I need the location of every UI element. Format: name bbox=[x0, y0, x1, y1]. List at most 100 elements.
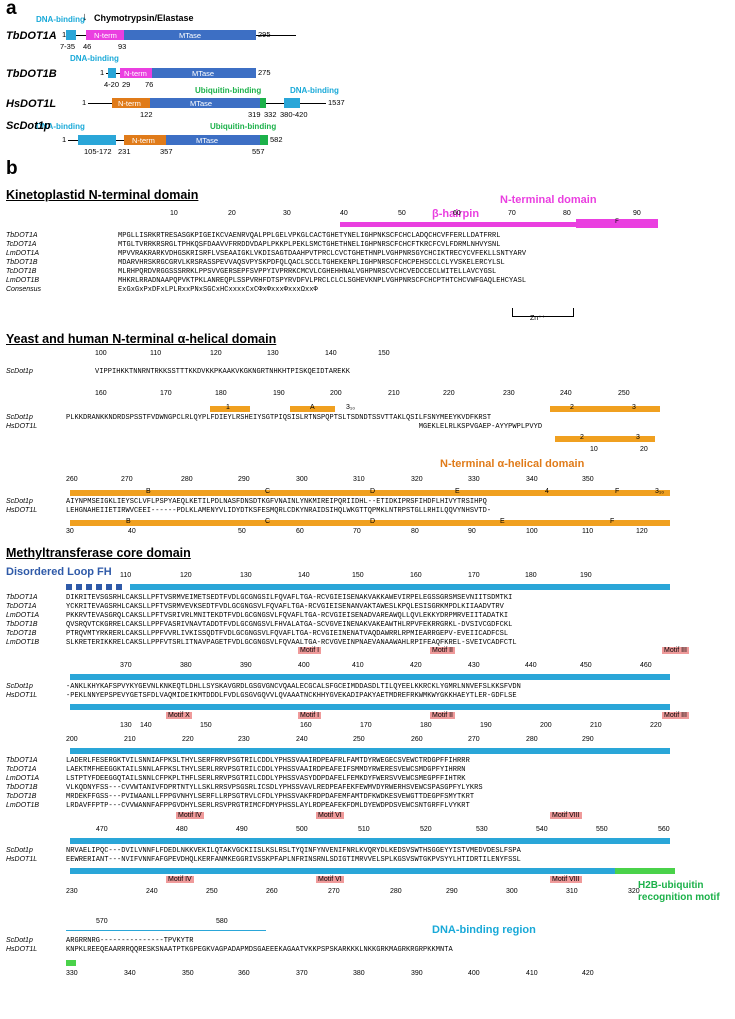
sect3-helix-row1 bbox=[130, 584, 670, 590]
scdot1p-name: ScDot1p bbox=[6, 120, 51, 132]
tbdot1a-name: TbDOT1A bbox=[6, 30, 57, 42]
hsdot1l-end: 1537 bbox=[328, 98, 345, 107]
hs-helix3-e: E bbox=[500, 518, 505, 525]
scdot1p-end: 582 bbox=[270, 135, 283, 144]
tbdot1b-n3: 76 bbox=[145, 80, 154, 89]
sect3-seq2a: -ANKLKHYKAFSPVYKYGEVNLKNKEQTLDHLLSYSKAVG… bbox=[66, 683, 521, 691]
motif-vi-2: Motif VI bbox=[316, 876, 344, 883]
tbdot1b-dna-label: DNA-binding bbox=[70, 54, 119, 63]
seq-name: TbDOT1B bbox=[6, 784, 38, 791]
hs-helix-label-2: 2 bbox=[580, 434, 584, 441]
tbdot1b-n2: 29 bbox=[122, 80, 131, 89]
helix3-310: 3₁₀ bbox=[655, 488, 665, 495]
helix3-4: 4 bbox=[545, 488, 549, 495]
seq-name: TcDOT1B bbox=[6, 793, 37, 800]
motif-iv-1: Motif IV bbox=[176, 812, 204, 819]
hs-helix-2-3 bbox=[555, 436, 655, 442]
hsdot1l-n1: 122 bbox=[140, 110, 153, 119]
tbdot1a-n1: 7-35 bbox=[60, 42, 76, 51]
hs-helix3-c: C bbox=[265, 518, 271, 525]
scdot1p-ub-label: Ubiquitin-binding bbox=[210, 122, 277, 131]
motif-i-2: Motif I bbox=[298, 712, 322, 719]
sect3-seq5a: ARGRRNRG---------------TPVKYTR bbox=[66, 937, 194, 945]
sect2-hs-name: HsDOT1L bbox=[6, 423, 38, 430]
motif-ii-1: Motif II bbox=[430, 647, 456, 654]
beta-hairpin-label: β-hairpin bbox=[432, 208, 480, 220]
tbdot1b-end: 275 bbox=[258, 68, 271, 77]
nterm-domain-bar bbox=[340, 222, 658, 227]
helix-2-3 bbox=[550, 406, 660, 412]
seq-name: LmDOT1A bbox=[6, 250, 40, 257]
motif-viii-2: Motif VIII bbox=[550, 876, 582, 883]
sect3-helix-row2 bbox=[70, 674, 670, 680]
seq-row: MLRHPQRDVRGGSSSRRKLPPSVVGERSEPFSVPPYIVPR… bbox=[118, 268, 497, 276]
tbdot1a-n3: 93 bbox=[118, 42, 127, 51]
sect3-hs-name-4: HsDOT1L bbox=[6, 856, 38, 863]
seq-name: TcDOT1B bbox=[6, 630, 37, 637]
helix3-b: B bbox=[146, 488, 151, 495]
helix-label-1: 1 bbox=[226, 404, 230, 411]
seq-row: MPGLLISRKRTRESASGKPIGEIKCVAENRVQALPPLGEL… bbox=[118, 232, 501, 240]
seq-row: SLKRETERIKKRELCAKSLLPPFVTSRLITNAVPAGETFV… bbox=[66, 639, 517, 647]
seq-name: LmDOT1A bbox=[6, 612, 40, 619]
scdot1p-start: 1 bbox=[62, 135, 67, 144]
seq-name: TbDOT1A bbox=[6, 757, 38, 764]
hs-helix3-d: D bbox=[370, 518, 376, 525]
sect2-seq2a: PLKKDRANKKNDRDSPSSTFVDWNGPCLRLQYPLFDIEYL… bbox=[66, 414, 492, 422]
helix-1 bbox=[210, 406, 250, 412]
sect2-seq3a: AIYNPMSEIGKLIEYSCLVFLPSPYAEQLKETILPDLNAS… bbox=[66, 498, 487, 506]
hsdot1l-n4: 380-420 bbox=[280, 110, 308, 119]
seq-name: TcDOT1B bbox=[6, 268, 37, 275]
hsdot1l-mtase-domain: MTase bbox=[150, 98, 260, 108]
helix3-c: C bbox=[265, 488, 271, 495]
seq-row: LRDAVFFPTP---CVVWANNFAFPPGVDHYLSERLRSVPR… bbox=[66, 802, 470, 810]
helix-label-3: 3 bbox=[632, 404, 636, 411]
seq-name: LmDOT1B bbox=[6, 277, 40, 284]
motif-iii-2: Motif III bbox=[662, 712, 689, 719]
ub-motif-bar bbox=[615, 868, 675, 874]
hsdot1l-start: 1 bbox=[82, 98, 87, 107]
sect2-sc-name: ScDot1p bbox=[6, 414, 33, 421]
motif-ii-2: Motif II bbox=[430, 712, 456, 719]
seq-row: YCKRITEVAGSRHLCAKSLLPFTVSRMVEVKSEDTFVDLG… bbox=[66, 603, 504, 611]
section2-title: Yeast and human N-terminal α-helical dom… bbox=[6, 332, 277, 346]
tbdot1a-dna-label: DNA-binding bbox=[36, 15, 85, 24]
seq-row: MTGLTVRRKRSRGLTPHKQSFDAAVVFRRDDVDAPLPKKP… bbox=[118, 241, 501, 249]
panel-b-label: b bbox=[6, 158, 18, 179]
helix-label-a: A bbox=[310, 404, 315, 411]
seq-row: DIKRITEVSGSRHLCAKSLLPFTVSRMVEIMETSEDTFVD… bbox=[66, 594, 513, 602]
hsdot1l-n3: 332 bbox=[264, 110, 277, 119]
sect2-ruler2b-20: 20 bbox=[640, 446, 648, 453]
seq-name: TbDOT1A bbox=[6, 594, 38, 601]
seq-name: TbDOT1B bbox=[6, 621, 38, 628]
hsdot1l-ub-domain bbox=[260, 98, 266, 108]
hsdot1l-nterm-domain: N-term bbox=[112, 98, 150, 108]
scdot1p-n3: 357 bbox=[160, 147, 173, 156]
helix-label-2: 2 bbox=[570, 404, 574, 411]
scdot1p-n1: 105-172 bbox=[84, 147, 112, 156]
motif-iv-2: Motif IV bbox=[166, 876, 194, 883]
hsdot1l-name: HsDOT1L bbox=[6, 98, 57, 110]
sect3-sc-name-5: ScDot1p bbox=[6, 937, 33, 944]
seq-row: QVSRQVTCKGRRELCAKSLLPPFVASRIVNAVTADDTFVD… bbox=[66, 621, 513, 629]
sect3-seq4b: EEWRERIANT---NVIFVNNFAFGPEVDHQLKERFANMKE… bbox=[66, 856, 521, 864]
hs-helix-row4 bbox=[70, 868, 615, 874]
panel-a-label: a bbox=[6, 0, 17, 19]
tbdot1b-mtase-domain: MTase bbox=[152, 68, 256, 78]
sect3-seq4a: NRVAELIPQC---DVILVNNFLFDEDLNKKVEKILQTAKV… bbox=[66, 847, 521, 855]
seq-name: LmDOT1B bbox=[6, 802, 40, 809]
helix-a bbox=[290, 406, 335, 412]
sect3-sc-name: ScDot1p bbox=[6, 683, 33, 690]
seq-row: LAEKTMFHEEGGKTAILSNNLAFPKSLTHYLSERLRRVPS… bbox=[66, 766, 466, 774]
seq-row: MHKRLRRADNAAPQPVKTPKLANREQPLSSPVRHFDTSPY… bbox=[118, 277, 527, 285]
sect3-seq5b: KNPKLREEQEAARRRQQRESKSNAATPTKGPEGKVAGPAD… bbox=[66, 946, 453, 954]
sect2-ruler2b-10: 10 bbox=[590, 446, 598, 453]
sect3-helix-row4 bbox=[70, 838, 670, 844]
seq-row: MDARVHRSKRGCGRVLKRSRASSPEVVAQSVPYSKPDFQL… bbox=[118, 259, 505, 267]
seq-name: TbDOT1A bbox=[6, 232, 38, 239]
seq-row: PTRQVMTYRKRERLCAKSLLPPFVVRLIVKISSQDTFVDL… bbox=[66, 630, 509, 638]
sect2-sc1-name: ScDot1p bbox=[6, 368, 33, 375]
tbdot1a-nterm-domain: N-term bbox=[86, 30, 124, 40]
tbdot1b-start: 1 bbox=[100, 68, 105, 77]
